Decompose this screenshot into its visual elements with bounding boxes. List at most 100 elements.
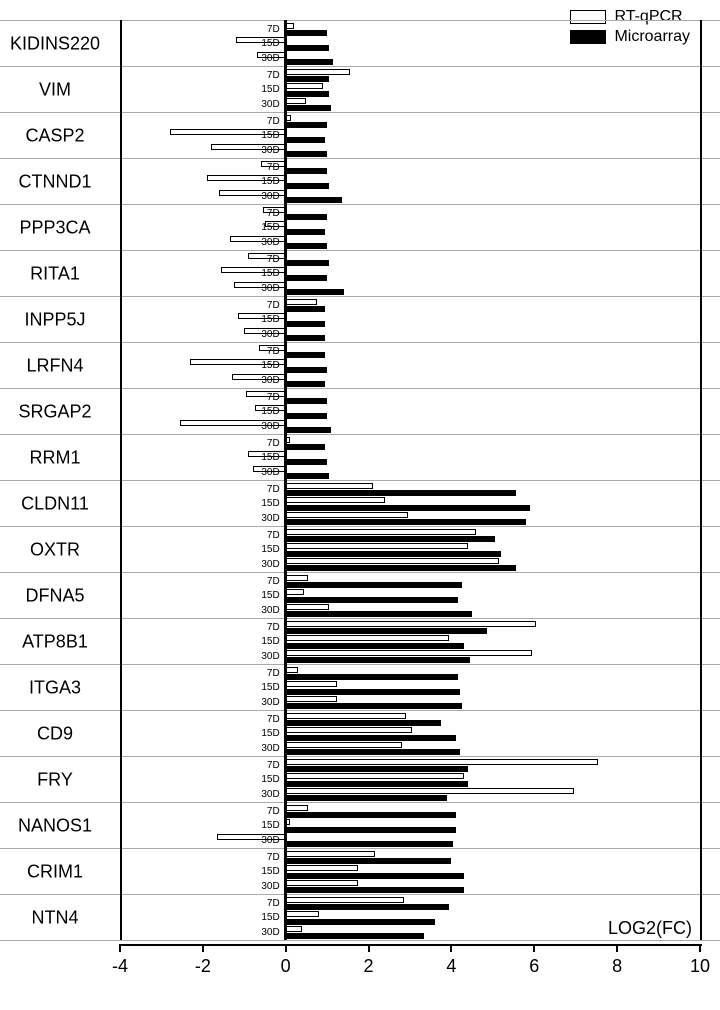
bar-microarray xyxy=(286,611,472,617)
day-label: 15D xyxy=(256,131,280,141)
bar-slot xyxy=(0,105,720,112)
bar-rtqpcr xyxy=(286,926,303,932)
bar-slot xyxy=(0,214,720,221)
bar-slot xyxy=(0,575,720,582)
bar-slot xyxy=(0,858,720,865)
day-label: 15D xyxy=(256,269,280,279)
bar-slot xyxy=(0,812,720,819)
bar-microarray xyxy=(286,306,325,312)
day-label: 7D xyxy=(256,117,280,127)
bar-microarray xyxy=(286,551,501,557)
bar-slot xyxy=(0,235,720,242)
day-label: 15D xyxy=(256,545,280,555)
day-label: 15D xyxy=(256,867,280,877)
day-label: 30D xyxy=(256,606,280,616)
bar-slot xyxy=(0,352,720,359)
bar-slot xyxy=(0,565,720,572)
bar-microarray xyxy=(286,657,470,663)
bar-slot xyxy=(0,483,720,490)
bar-slot xyxy=(0,519,720,526)
bar-slot xyxy=(0,667,720,674)
day-label: 15D xyxy=(256,729,280,739)
day-label: 30D xyxy=(256,698,280,708)
bar-slot xyxy=(0,115,720,122)
bar-slot xyxy=(0,405,720,412)
x-tick xyxy=(450,944,452,952)
x-tick-label: 8 xyxy=(612,956,622,977)
day-label: 15D xyxy=(256,177,280,187)
bar-slot xyxy=(0,795,720,802)
bar-microarray xyxy=(286,795,448,801)
bar-microarray xyxy=(286,243,327,249)
bar-microarray xyxy=(286,76,330,82)
bar-rtqpcr xyxy=(286,558,499,564)
bar-rtqpcr xyxy=(286,880,359,886)
bar-slot xyxy=(0,161,720,168)
page: RT-qPCR Microarray KIDINS2207D15D30DVIM7… xyxy=(0,0,720,1010)
grid-bottom xyxy=(0,940,720,941)
bar-slot xyxy=(0,381,720,388)
bar-microarray xyxy=(286,30,327,36)
day-label: 7D xyxy=(256,301,280,311)
day-label: 30D xyxy=(256,54,280,64)
gene-block-LRFN4: LRFN47D15D30D xyxy=(0,342,720,388)
x-axis-line xyxy=(120,944,702,946)
bar-microarray xyxy=(286,887,464,893)
day-label: 7D xyxy=(256,255,280,265)
bar-slot xyxy=(0,76,720,83)
bar-microarray xyxy=(286,720,441,726)
bar-slot xyxy=(0,780,720,787)
day-label: 30D xyxy=(256,376,280,386)
bar-slot xyxy=(0,879,720,886)
bar-rtqpcr xyxy=(286,575,309,581)
bar-microarray xyxy=(286,91,330,97)
bar-rtqpcr xyxy=(286,759,599,765)
bar-microarray xyxy=(286,122,327,128)
bar-slot xyxy=(0,207,720,214)
day-label: 7D xyxy=(256,71,280,81)
day-label: 7D xyxy=(256,347,280,357)
bar-slot xyxy=(0,136,720,143)
day-label: 7D xyxy=(256,25,280,35)
bar-microarray xyxy=(286,45,330,51)
bar-slot xyxy=(0,582,720,589)
bar-slot xyxy=(0,681,720,688)
bar-rtqpcr xyxy=(286,589,305,595)
day-label: 7D xyxy=(256,669,280,679)
bar-slot xyxy=(0,497,720,504)
bar-microarray xyxy=(286,565,516,571)
bar-slot xyxy=(0,274,720,281)
chart-area: KIDINS2207D15D30DVIM7D15D30DCASP27D15D30… xyxy=(0,20,720,940)
axis-zero-line xyxy=(284,20,287,940)
bar-slot xyxy=(0,221,720,228)
bar-slot xyxy=(0,720,720,727)
bar-microarray xyxy=(286,933,425,939)
bar-slot xyxy=(0,805,720,812)
bar-microarray xyxy=(286,597,458,603)
bar-slot xyxy=(0,674,720,681)
bar-rtqpcr xyxy=(286,805,309,811)
bar-slot xyxy=(0,473,720,480)
bar-microarray xyxy=(286,352,325,358)
bar-microarray xyxy=(286,137,325,143)
x-tick-label: 4 xyxy=(446,956,456,977)
bar-slot xyxy=(0,688,720,695)
bar-slot xyxy=(0,373,720,380)
bar-slot xyxy=(0,611,720,618)
day-label: 7D xyxy=(256,761,280,771)
day-label: 7D xyxy=(256,163,280,173)
day-label: 30D xyxy=(256,744,280,754)
day-label: 30D xyxy=(256,514,280,524)
bar-microarray xyxy=(286,444,325,450)
bar-microarray xyxy=(286,214,327,220)
gene-block-VIM: VIM7D15D30D xyxy=(0,66,720,112)
gene-block-RRM1: RRM17D15D30D xyxy=(0,434,720,480)
bar-slot xyxy=(0,511,720,518)
x-tick xyxy=(616,944,618,952)
bar-microarray xyxy=(286,197,342,203)
bar-rtqpcr xyxy=(286,83,323,89)
bar-slot xyxy=(0,451,720,458)
bar-slot xyxy=(0,649,720,656)
bar-microarray xyxy=(286,229,325,235)
bar-slot xyxy=(0,189,720,196)
